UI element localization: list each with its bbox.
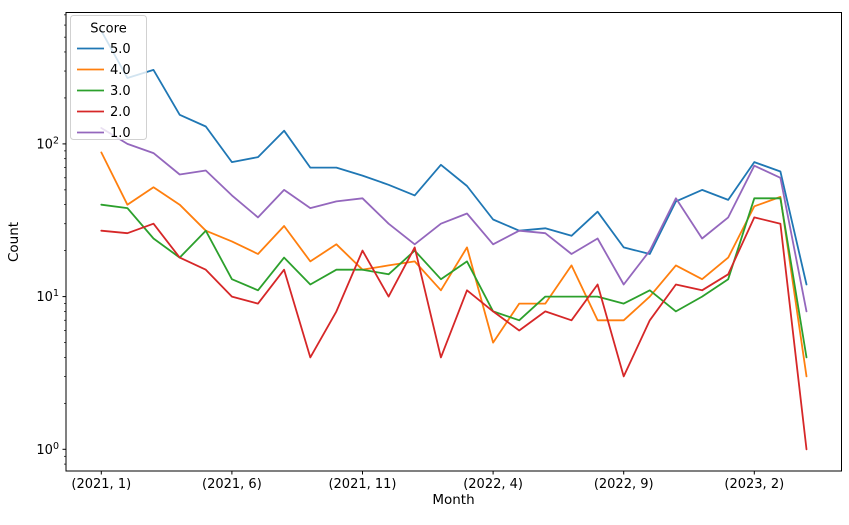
x-tick-label: (2021, 11): [328, 477, 396, 492]
legend-label-5.0: 5.0: [110, 42, 131, 57]
y-tick-label: 100: [36, 441, 59, 458]
x-axis: (2021, 1) (2021, 6) (2021, 11) (2022, 4) (20…: [71, 471, 784, 492]
series-line-3.0: [100, 197, 808, 359]
legend-label-4.0: 4.0: [110, 63, 131, 78]
y-tick-label: 101: [36, 288, 59, 305]
y-axis: 100 101 102: [36, 14, 66, 465]
series-line-1.0: [100, 127, 808, 313]
series-line-2.0: [100, 216, 808, 451]
legend-label-3.0: 3.0: [110, 84, 131, 99]
x-tick-label: (2022, 9): [594, 477, 654, 492]
series-line-4.0: [100, 151, 808, 378]
legend: Score 5.0 4.0 3.0 2.0 1.0: [70, 15, 147, 141]
x-tick-label: (2021, 6): [202, 477, 262, 492]
series-line-5.0: [100, 29, 808, 286]
legend-label-1.0: 1.0: [110, 126, 131, 141]
legend-label-2.0: 2.0: [110, 105, 131, 120]
y-tick-label: 102: [36, 135, 59, 152]
y-axis-label: Count: [6, 221, 22, 263]
legend-box: [70, 15, 147, 140]
x-tick-label: (2021, 1): [71, 477, 131, 492]
x-tick-label: (2022, 4): [463, 477, 523, 492]
axes-frame: [65, 12, 842, 472]
x-axis-label: Month: [432, 492, 475, 508]
x-tick-label: (2023, 2): [724, 477, 784, 492]
legend-title: Score: [90, 22, 126, 37]
